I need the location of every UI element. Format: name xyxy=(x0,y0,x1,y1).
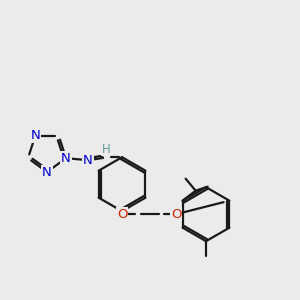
Text: N: N xyxy=(83,154,93,167)
Text: O: O xyxy=(171,208,181,221)
Text: N: N xyxy=(42,166,52,178)
Text: H: H xyxy=(102,143,110,156)
Text: O: O xyxy=(117,208,127,221)
Text: N: N xyxy=(30,129,40,142)
Text: N: N xyxy=(61,152,71,165)
